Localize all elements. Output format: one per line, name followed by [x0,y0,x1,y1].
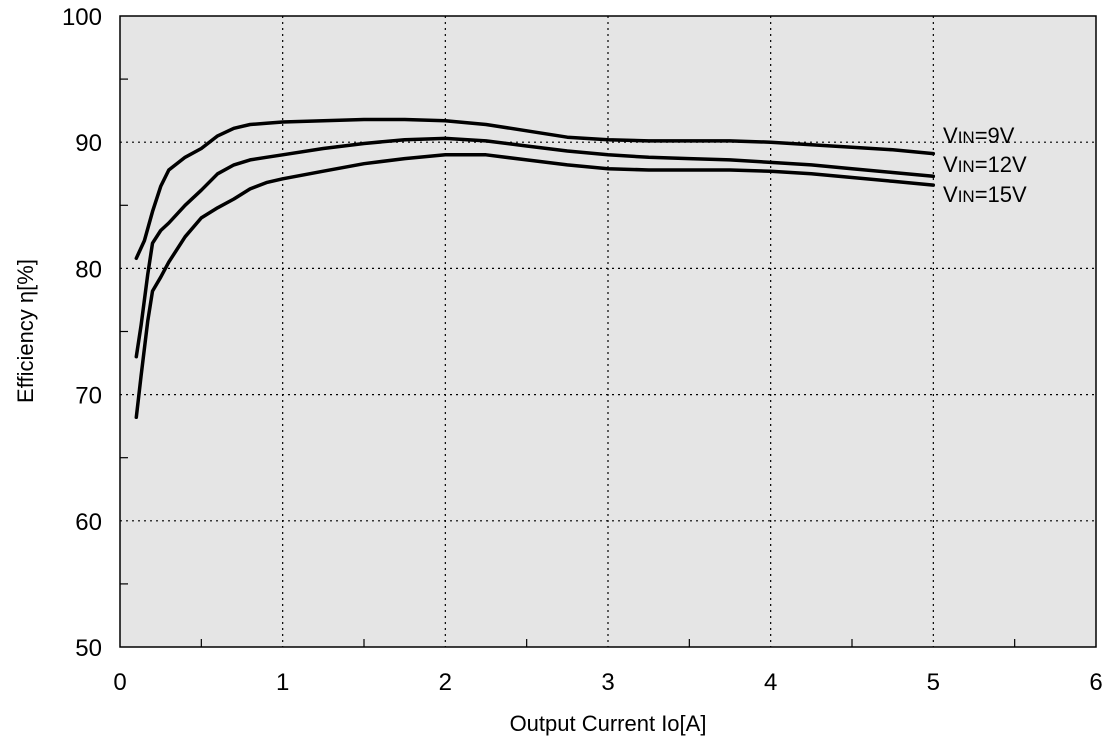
series-line [134,136,936,359]
x-tick-label: 4 [764,669,777,696]
y-tick-label: 80 [75,256,102,283]
minor-ticks [120,78,1016,647]
x-tick-label: 0 [113,669,126,696]
y-tick-label: 70 [75,383,102,410]
series-lines [134,117,936,420]
y-tick-labels: 50 60 70 80 90 100 [62,4,102,662]
y-tick-label: 100 [62,4,102,31]
x-tick-label: 1 [276,669,289,696]
x-tick-label: 3 [601,669,614,696]
y-axis-title: Efficiency η[%] [13,259,38,403]
x-tick-label: 6 [1089,669,1102,696]
y-tick-label: 50 [75,635,102,662]
x-tick-label: 5 [927,669,940,696]
series-label: VIN=9V [943,123,1015,148]
y-tick-label: 60 [75,509,102,536]
grid-lines [120,16,1096,647]
series-labels: VIN=9V VIN=12V VIN=15V [943,123,1027,207]
series-label: VIN=12V [943,152,1027,177]
series-line [134,117,936,261]
x-axis-title: Output Current Io[A] [510,711,707,736]
y-tick-label: 90 [75,130,102,157]
x-tick-labels: 0 1 2 3 4 5 6 [113,669,1102,696]
x-tick-label: 2 [439,669,452,696]
plot-area [119,15,1097,648]
series-label: VIN=15V [943,182,1027,207]
series-line [134,153,936,420]
